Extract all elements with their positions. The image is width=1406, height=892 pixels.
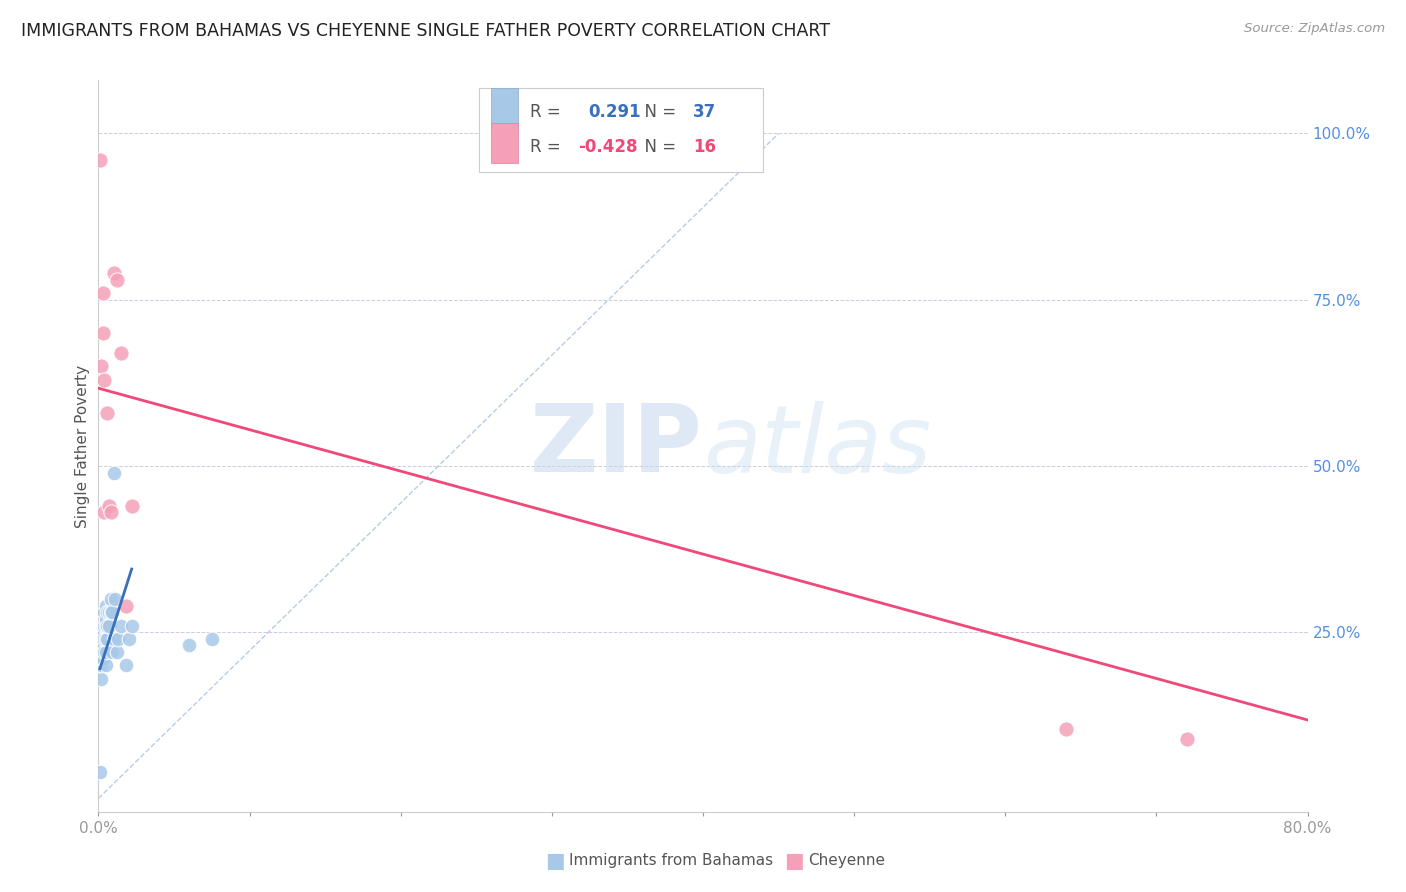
Bar [492,123,517,163]
Point [93,372,115,386]
Point [98,618,121,632]
Point [94,599,117,613]
Point [114,658,136,673]
Text: ■: ■ [546,851,565,871]
Point [100,591,122,606]
Point [98,605,121,619]
Text: Cheyenne: Cheyenne [808,854,886,868]
Point [93,605,115,619]
Point [91,639,114,653]
Point [110,346,132,360]
Point [89,764,111,779]
Point [100,506,122,520]
Point [91,286,114,301]
Text: 37: 37 [693,103,717,120]
Point [107,632,129,646]
Point [94,632,117,646]
Point [93,618,115,632]
Point [98,499,121,513]
Point [121,499,143,513]
Point [91,652,114,666]
Y-axis label: Single Father Poverty: Single Father Poverty [75,365,90,527]
Text: R =: R = [530,138,567,156]
Point [101,645,124,659]
Point [201,632,224,646]
Point [101,605,124,619]
Text: N =: N = [634,138,682,156]
Point [91,625,114,640]
Point [89,153,111,167]
Text: ZIP: ZIP [530,400,703,492]
Point [110,618,132,632]
Point [94,618,117,632]
Point [105,273,128,287]
Point [103,466,125,480]
Point [96,618,118,632]
Point [114,599,136,613]
Point [90,359,112,374]
Text: Immigrants from Bahamas: Immigrants from Bahamas [569,854,773,868]
Point [179,639,201,653]
Point [91,326,114,340]
Bar [492,87,517,128]
Text: 0.291: 0.291 [588,103,641,120]
Point [96,406,118,420]
Point [1054,722,1077,736]
Point [93,632,115,646]
Point [105,645,128,659]
Point [96,632,118,646]
Point [94,612,117,626]
Point [94,645,117,659]
Point [90,658,112,673]
Point [118,632,141,646]
Text: Source: ZipAtlas.com: Source: ZipAtlas.com [1244,22,1385,36]
Point [93,506,115,520]
Point [96,605,118,619]
Text: N =: N = [634,103,682,120]
Point [90,672,112,686]
Point [94,658,117,673]
Point [103,266,125,280]
Point [121,618,143,632]
Point [104,591,127,606]
Text: IMMIGRANTS FROM BAHAMAS VS CHEYENNE SINGLE FATHER POVERTY CORRELATION CHART: IMMIGRANTS FROM BAHAMAS VS CHEYENNE SING… [21,22,830,40]
Point [100,605,122,619]
Point [103,632,125,646]
Text: atlas: atlas [703,401,931,491]
Bar [479,87,763,171]
Text: ■: ■ [785,851,804,871]
Point [90,645,112,659]
Text: -0.428: -0.428 [578,138,638,156]
Text: 16: 16 [693,138,716,156]
Text: R =: R = [530,103,567,120]
Point [93,645,115,659]
Point [1175,731,1198,746]
